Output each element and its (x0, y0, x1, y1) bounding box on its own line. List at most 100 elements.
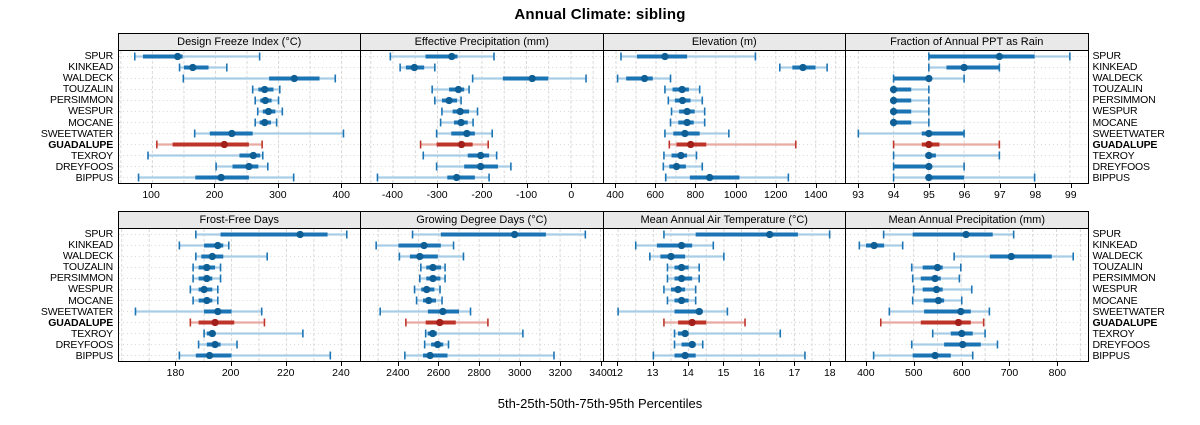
median-dot (463, 129, 471, 138)
interval-guadalupe (879, 318, 985, 327)
site-label-left-mocane: MOCANE (68, 116, 113, 129)
median-dot (429, 329, 437, 338)
site-label-left-guadalupe: GUADALUPE (48, 138, 113, 151)
axis-tick-label: 13 (646, 367, 659, 379)
axis-tick (571, 184, 573, 188)
interval-spur (133, 52, 260, 61)
median-dot (208, 252, 216, 261)
site-label-right-mocane: MOCANE (1092, 294, 1138, 307)
median-dot (213, 307, 221, 316)
axis-tick-label: 220 (277, 367, 295, 379)
interval-touzalin (663, 85, 700, 94)
median-dot (680, 351, 689, 360)
axis-tick (815, 184, 817, 188)
interval-waldeck (648, 252, 725, 261)
axis-tick (758, 362, 760, 366)
median-dot (925, 140, 933, 149)
interval-texroy (662, 151, 697, 160)
median-dot (208, 329, 216, 338)
axis-tick-label: -300 (426, 189, 448, 201)
median-dot (672, 162, 680, 171)
interval-wespur (912, 285, 973, 294)
axis-tick-label: 17 (788, 367, 801, 379)
axis-tick-label: 16 (753, 367, 765, 379)
interval-dreyfoos (892, 162, 965, 171)
interval-spur (928, 52, 1071, 61)
panel-row-1 (117, 229, 1089, 362)
axis-tick-label: 2800 (467, 367, 491, 379)
median-dot (220, 140, 228, 149)
median-dot (678, 96, 686, 105)
interval-persimmon (911, 274, 961, 283)
axis-tick-label: 300 (269, 189, 287, 201)
median-dot (798, 63, 807, 72)
median-dot (264, 107, 272, 116)
panel-fraction-of-annual-ppt-as-rain (846, 51, 1088, 183)
site-label-right-dreyfoos: DREYFOOS (1092, 338, 1151, 351)
median-dot (205, 351, 213, 360)
median-dot (677, 85, 686, 94)
interval-guadalupe (189, 318, 265, 327)
axis-tick (437, 184, 439, 188)
interval-persimmon (419, 274, 446, 283)
median-dot (870, 241, 878, 250)
median-dot (433, 340, 442, 349)
axis-tick (829, 362, 831, 366)
axis-tick-label: 97 (994, 189, 1006, 201)
site-label-right-spur: SPUR (1092, 228, 1122, 241)
median-dot (682, 118, 691, 127)
axis-tick-label: 15 (717, 367, 730, 379)
interval-wespur (670, 107, 705, 116)
site-label-left-waldeck: WALDECK (62, 72, 113, 85)
median-dot (261, 96, 269, 105)
median-dot (457, 140, 466, 149)
strip-row-1: Frost-Free Days Growing Degree Days (°C) M… (117, 211, 1089, 229)
axis-tick-label: 2400 (386, 367, 410, 379)
site-label-left-kinkead: KINKEAD (68, 239, 113, 252)
median-dot (925, 129, 933, 138)
median-dot (476, 162, 485, 171)
interval-guadalupe (892, 140, 1001, 149)
interval-mocane (666, 296, 696, 305)
strip-fraction-of-annual-ppt-as-rain: Fraction of Annual PPT as Rain (845, 34, 1088, 50)
median-dot (677, 296, 685, 305)
interval-persimmon (666, 274, 700, 283)
axis-tick-label: 2600 (426, 367, 451, 379)
axis-tick (481, 184, 483, 188)
median-dot (677, 263, 685, 272)
interval-bippus (178, 351, 331, 360)
interval-sweetwater (435, 129, 493, 138)
axis-tick-label: 3200 (548, 367, 573, 379)
axis-tick (929, 184, 931, 188)
percentiles-caption: 5th-25th-50th-75th-95th Percentiles (497, 396, 703, 411)
interval-guadalupe (419, 140, 489, 149)
axis-tick (392, 184, 394, 188)
median-dot (660, 52, 669, 61)
axis-tick-label: 600 (646, 189, 664, 201)
median-dot (476, 151, 485, 160)
site-label-right-touzalin: TOUZALIN (1092, 261, 1143, 274)
site-label-right-guadalupe: GUADALUPE (1092, 138, 1158, 151)
strip-mean-annual-precipitation-mm: Mean Annual Precipitation (mm) (845, 212, 1088, 228)
axis-tick-label: 800 (686, 189, 705, 201)
median-dot (925, 162, 933, 171)
interval-bippus (872, 351, 974, 360)
interval-waldeck (892, 74, 965, 83)
site-label-left-persimmon: PERSIMMON (50, 94, 113, 107)
median-dot (439, 307, 447, 316)
median-dot (925, 151, 933, 160)
axis-tick (479, 362, 481, 366)
axis-tick (277, 184, 279, 188)
axis-tick (151, 184, 153, 188)
median-dot (528, 74, 536, 83)
median-dot (202, 263, 210, 272)
site-label-left-dreyfoos: DREYFOOS (55, 160, 114, 173)
interval-texroy (424, 329, 524, 338)
strip-row-0: Design Freeze Index (°C) Effective Precip… (117, 33, 1089, 51)
interval-persimmon (889, 96, 930, 105)
axis-tick (961, 362, 963, 366)
interval-wespur (441, 107, 479, 116)
median-dot (420, 241, 428, 250)
interval-waldeck (182, 74, 336, 83)
median-dot (188, 63, 196, 72)
